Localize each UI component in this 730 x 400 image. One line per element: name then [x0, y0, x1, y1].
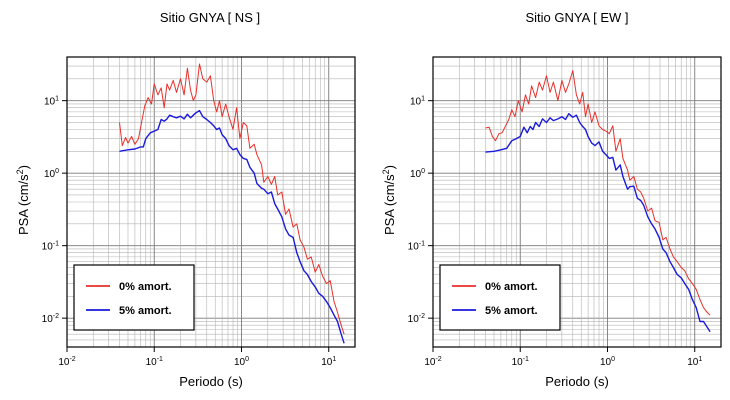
- x-tick-label: 100: [234, 356, 249, 368]
- x-tick-label: 100: [600, 356, 615, 368]
- plot-frame: [66, 56, 356, 348]
- chart-panel-ns: Sitio GNYA [ NS ] Periodo (s) PSA (cm/s2…: [15, 10, 356, 389]
- series-line-5pct: [119, 109, 345, 344]
- y-axis-label-end: ): [382, 165, 397, 169]
- x-tick-label: 10-2: [58, 356, 75, 368]
- y-tick-label: 10-1: [42, 241, 59, 253]
- y-axis-label: PSA (cm/s2): [381, 165, 397, 235]
- y-tick-label: 101: [410, 96, 425, 108]
- y-axis-label-end: ): [16, 165, 31, 169]
- plot-frame: [432, 56, 722, 348]
- y-tick-label: 101: [44, 96, 59, 108]
- legend-label: 5% amort.: [119, 305, 172, 317]
- chart-title: Sitio GNYA [ NS ]: [160, 10, 260, 25]
- x-tick-label: 10-2: [424, 356, 441, 368]
- y-tick-label: 100: [44, 168, 59, 180]
- y-axis-label-sup: 2: [381, 169, 391, 174]
- legend: 0% amort. 5% amort.: [73, 264, 195, 331]
- legend-label: 0% amort.: [119, 281, 172, 293]
- y-tick-label: 100: [410, 168, 425, 180]
- y-axis-label: PSA (cm/s2): [15, 165, 31, 235]
- x-tick-label: 10-1: [146, 356, 163, 368]
- legend-box: [73, 264, 195, 331]
- x-tick-label: 101: [687, 356, 702, 368]
- series-line-0pct: [119, 63, 345, 335]
- legend-box: [439, 264, 561, 331]
- x-tick-label: 10-1: [512, 356, 529, 368]
- y-tick-label: 10-2: [42, 313, 59, 325]
- series-line-5pct: [485, 113, 711, 333]
- y-tick-label: 10-1: [408, 241, 425, 253]
- y-tick-label: 10-2: [408, 313, 425, 325]
- chart-panel-ew: Sitio GNYA [ EW ] Periodo (s) PSA (cm/s2…: [381, 10, 722, 389]
- y-axis-label-sup: 2: [15, 169, 25, 174]
- x-tick-label: 101: [321, 356, 336, 368]
- series-line-0pct: [485, 70, 711, 316]
- y-axis-label-base: PSA (cm/s: [382, 174, 397, 235]
- x-axis-label: Periodo (s): [545, 374, 609, 389]
- chart-title: Sitio GNYA [ EW ]: [525, 10, 628, 25]
- legend: 0% amort. 5% amort.: [439, 264, 561, 331]
- legend-label: 5% amort.: [485, 305, 538, 317]
- y-axis-label-base: PSA (cm/s: [16, 174, 31, 235]
- x-axis-label: Periodo (s): [179, 374, 243, 389]
- legend-label: 0% amort.: [485, 281, 538, 293]
